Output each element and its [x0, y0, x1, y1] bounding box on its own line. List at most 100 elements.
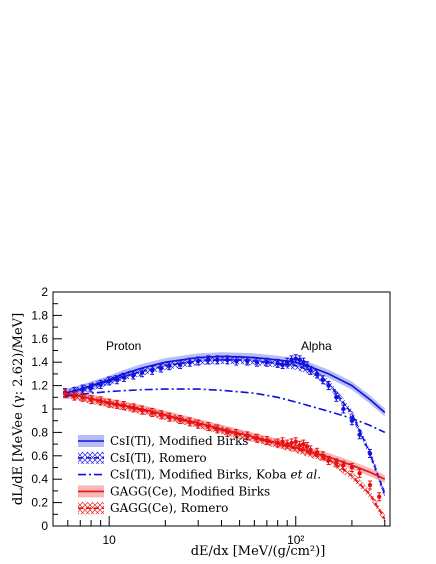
marker [334, 460, 339, 466]
marker [215, 357, 220, 363]
data-point-gagg-ce [225, 427, 230, 437]
marker [367, 482, 373, 488]
marker [308, 368, 313, 373]
data-point-csi-tl [301, 357, 306, 367]
data-point-csi-tl [326, 381, 331, 391]
marker [314, 450, 320, 455]
marker [289, 357, 294, 363]
marker [254, 436, 260, 441]
y-axis-title: dL/dE [MeVee (γ: 2.62)/MeV] [11, 313, 26, 505]
marker [80, 386, 85, 392]
marker [293, 439, 298, 444]
marker [367, 451, 373, 456]
data-point-gagg-ce [301, 439, 306, 449]
marker [88, 397, 94, 402]
y-tick-label: 0.4 [31, 472, 48, 486]
marker [187, 419, 192, 425]
series-line-csi-tl-romero [64, 359, 386, 495]
series-line-csi-tl-modified-birks-koba-et-al [64, 388, 386, 434]
marker [114, 402, 120, 407]
marker [195, 422, 201, 427]
data-point-gagg-ce [215, 424, 220, 434]
marker [376, 494, 382, 499]
marker [297, 443, 302, 448]
y-tick-label: 2 [41, 285, 48, 299]
data-point-csi-tl [304, 361, 310, 371]
marker [158, 412, 164, 418]
marker [167, 363, 172, 368]
marker [301, 360, 306, 365]
annotation-alpha: Alpha [301, 339, 332, 353]
data-point-gagg-ce [234, 429, 239, 439]
marker [280, 362, 285, 367]
data-point-gagg-ce [149, 408, 155, 418]
data-point-gagg-ce [88, 395, 94, 405]
data-point-gagg-ce [98, 396, 103, 406]
data-point-gagg-ce [326, 455, 331, 465]
legend-entry-csi-tl-modified-birks: CsI(Tl), Modified Birks [78, 434, 248, 448]
band-gagg-ce-romero [65, 389, 385, 524]
marker [225, 357, 230, 363]
data-point-csi-tl [264, 357, 270, 367]
legend-entry-gagg-ce-romero: GAGG(Ce), Romero [78, 501, 228, 515]
data-point-csi-tl [114, 375, 120, 385]
marker [139, 370, 145, 375]
data-point-gagg-ce [187, 417, 192, 427]
x-tick-label: 10² [287, 533, 304, 547]
marker [98, 382, 103, 387]
marker [289, 440, 294, 446]
data-point-csi-tl [254, 357, 260, 367]
data-point-csi-tl [289, 355, 294, 365]
marker [314, 371, 320, 377]
data-point-gagg-ce [376, 492, 382, 502]
data-point-csi-tl [98, 379, 103, 389]
data-point-csi-tl [334, 392, 339, 402]
data-point-csi-tl [314, 369, 320, 379]
marker [131, 405, 136, 411]
marker [285, 441, 290, 447]
data-point-gagg-ce [320, 451, 326, 461]
data-point-gagg-ce [334, 458, 339, 468]
y-tick-label: 0.8 [31, 425, 48, 439]
data-point-gagg-ce [254, 433, 260, 443]
data-point-csi-tl [275, 358, 280, 368]
data-point-csi-tl [206, 355, 211, 365]
data-point-gagg-ce [195, 419, 201, 429]
data-point-csi-tl [139, 368, 145, 378]
marker [215, 426, 220, 432]
data-point-csi-tl [320, 375, 326, 385]
data-point-csi-tl [341, 404, 346, 414]
marker [254, 360, 260, 365]
data-point-csi-tl [106, 376, 112, 386]
data-point-csi-tl [349, 416, 355, 426]
data-point-csi-tl [88, 383, 94, 393]
marker [326, 458, 331, 463]
marker [131, 372, 136, 378]
y-tick-label: 0.6 [31, 449, 48, 463]
marker [264, 438, 270, 443]
marker [62, 391, 68, 396]
marker [308, 447, 313, 453]
data-point-csi-tl [293, 354, 298, 364]
marker [72, 393, 77, 399]
legend-label: CsI(Tl), Romero [110, 451, 207, 465]
marker [357, 432, 362, 437]
data-point-gagg-ce [62, 389, 68, 399]
data-point-csi-tl [357, 430, 362, 440]
marker [326, 383, 331, 388]
data-point-gagg-ce [275, 438, 280, 448]
legend-entry-csi-tl-modified-birks-koba-et-al: CsI(Tl), Modified Birks, Koba et al. [78, 468, 321, 482]
y-tick-label: 1.2 [31, 379, 48, 393]
marker [301, 441, 306, 447]
x-tick-label: 10 [102, 533, 116, 547]
data-point-gagg-ce [131, 403, 136, 413]
data-point-gagg-ce [206, 422, 211, 432]
marker [341, 462, 346, 468]
data-point-gagg-ce [349, 463, 355, 472]
data-point-csi-tl [121, 372, 127, 382]
y-tick-label: 0.2 [31, 496, 48, 510]
data-point-csi-tl [215, 355, 220, 365]
marker [225, 430, 230, 435]
series-line-csi-tl-modified-birks [64, 355, 386, 414]
